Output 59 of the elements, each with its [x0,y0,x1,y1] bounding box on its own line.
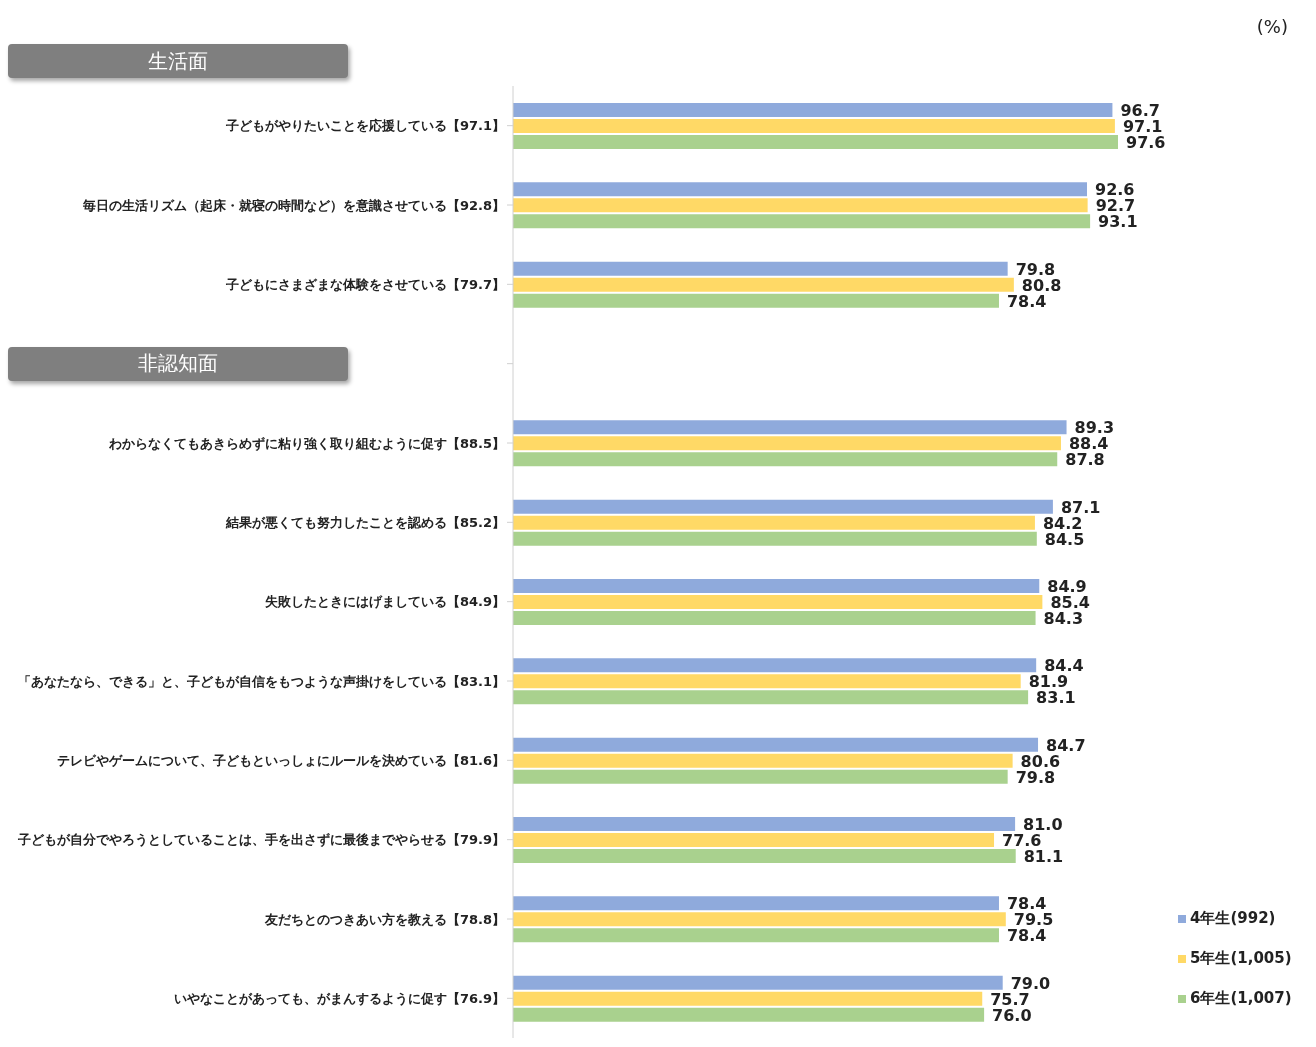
bar [513,452,1058,467]
bar [513,515,1035,530]
data-label: 84.3 [1043,609,1084,628]
bar [513,928,999,943]
bar [513,991,983,1006]
data-label: 97.6 [1126,133,1166,152]
bar [513,103,1113,117]
bar [513,1007,985,1022]
data-label: 96.7 [1120,101,1160,120]
bar [513,896,999,911]
bar [513,198,1088,213]
text: (%) [1256,16,1288,37]
y-tick-label: 子どもにさまざまな体験をさせている【79.7】 [224,276,505,292]
bar [513,420,1067,435]
bar [513,658,1037,673]
bar [513,912,1006,927]
bar [513,817,1016,831]
bar [513,674,1021,689]
legend-label: 5年生(1,005) [1190,949,1292,967]
bar [513,849,1016,863]
bar [513,261,1008,276]
y-tick-label: いやなことがあっても、がまんするように促す【76.9】 [173,990,505,1006]
bar [513,135,1118,149]
data-label: 84.9 [1047,577,1087,596]
bar [513,182,1088,197]
bar [513,293,999,308]
section-header: 非認知面 [8,346,348,381]
data-label: 81.0 [1023,815,1063,834]
bar [513,214,1091,229]
bar [513,611,1036,625]
data-label: 81.1 [1023,847,1064,866]
bar [513,737,1039,752]
bar [513,595,1043,609]
bar [513,436,1061,451]
y-tick-label: 友だちとのつきあい方を教える【78.8】 [263,911,505,927]
y-tick-label: 「あなたなら、できる」と、子どもが自信をもつような声掛けをしている【83.1】 [17,673,505,689]
bar [513,753,1013,768]
data-label: 85.4 [1050,593,1090,612]
y-tick-label: 子どもが自分でやろうとしていることは、手を出さずに最後までやらせる【79.9】 [16,832,505,848]
y-tick-label: 子どもがやりたいことを応援している【97.1】 [224,118,505,134]
bar [513,531,1037,546]
bar [513,690,1029,705]
legend-label: 4年生(992) [1190,909,1276,927]
bar [513,833,995,847]
bar [513,769,1008,784]
bar [513,499,1053,514]
data-label: 97.1 [1122,117,1163,136]
y-tick-label: 失敗したときにはげましている【84.9】 [264,594,505,610]
bar [513,119,1115,133]
data-label: 77.6 [1002,831,1042,850]
y-tick-label: テレビやゲームについて、子どもといっしょにルールを決めている【81.6】 [56,752,505,768]
bar [513,975,1003,990]
legend-label: 6年生(1,007) [1190,989,1292,1007]
section-header: 生活面 [8,44,348,78]
y-tick-label: 結果が悪くても努力したことを認める【85.2】 [224,514,505,530]
y-tick-label: 毎日の生活リズム（起床・就寝の時間など）を意識させている【92.8】 [81,197,505,213]
bar [513,277,1014,292]
bar [513,579,1040,593]
y-tick-label: わからなくてもあきらめずに粘り強く取り組むように促す【88.5】 [107,435,505,451]
